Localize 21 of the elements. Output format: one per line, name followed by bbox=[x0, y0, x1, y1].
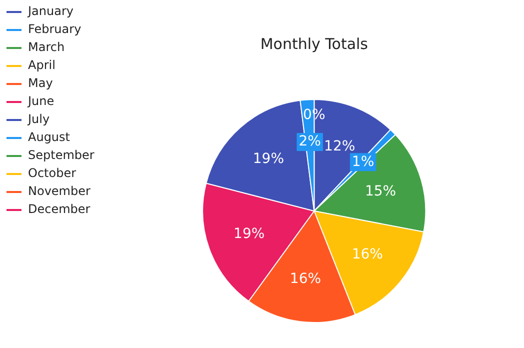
data-label: 12% bbox=[324, 138, 356, 154]
legend-label: March bbox=[28, 40, 65, 54]
data-label: 2% bbox=[298, 134, 321, 150]
legend-label: September bbox=[28, 148, 94, 162]
legend-label: May bbox=[28, 76, 53, 90]
data-label: 19% bbox=[234, 226, 265, 242]
legend-label: November bbox=[28, 184, 90, 198]
legend-label: February bbox=[28, 22, 82, 36]
legend-label: June bbox=[27, 94, 54, 108]
data-label: 19% bbox=[252, 150, 284, 167]
legend-label: August bbox=[28, 130, 70, 144]
data-label: 16% bbox=[290, 271, 322, 288]
data-label: 1% bbox=[352, 154, 374, 170]
legend-label: April bbox=[28, 58, 56, 72]
legend-label: October bbox=[28, 166, 76, 180]
data-label: 16% bbox=[352, 246, 383, 263]
text: Monthly Totals bbox=[260, 34, 368, 53]
legend-label: July bbox=[27, 112, 50, 126]
legend-label: December bbox=[28, 202, 90, 216]
data-label: 15% bbox=[364, 183, 396, 200]
legend-label: January bbox=[27, 4, 74, 18]
